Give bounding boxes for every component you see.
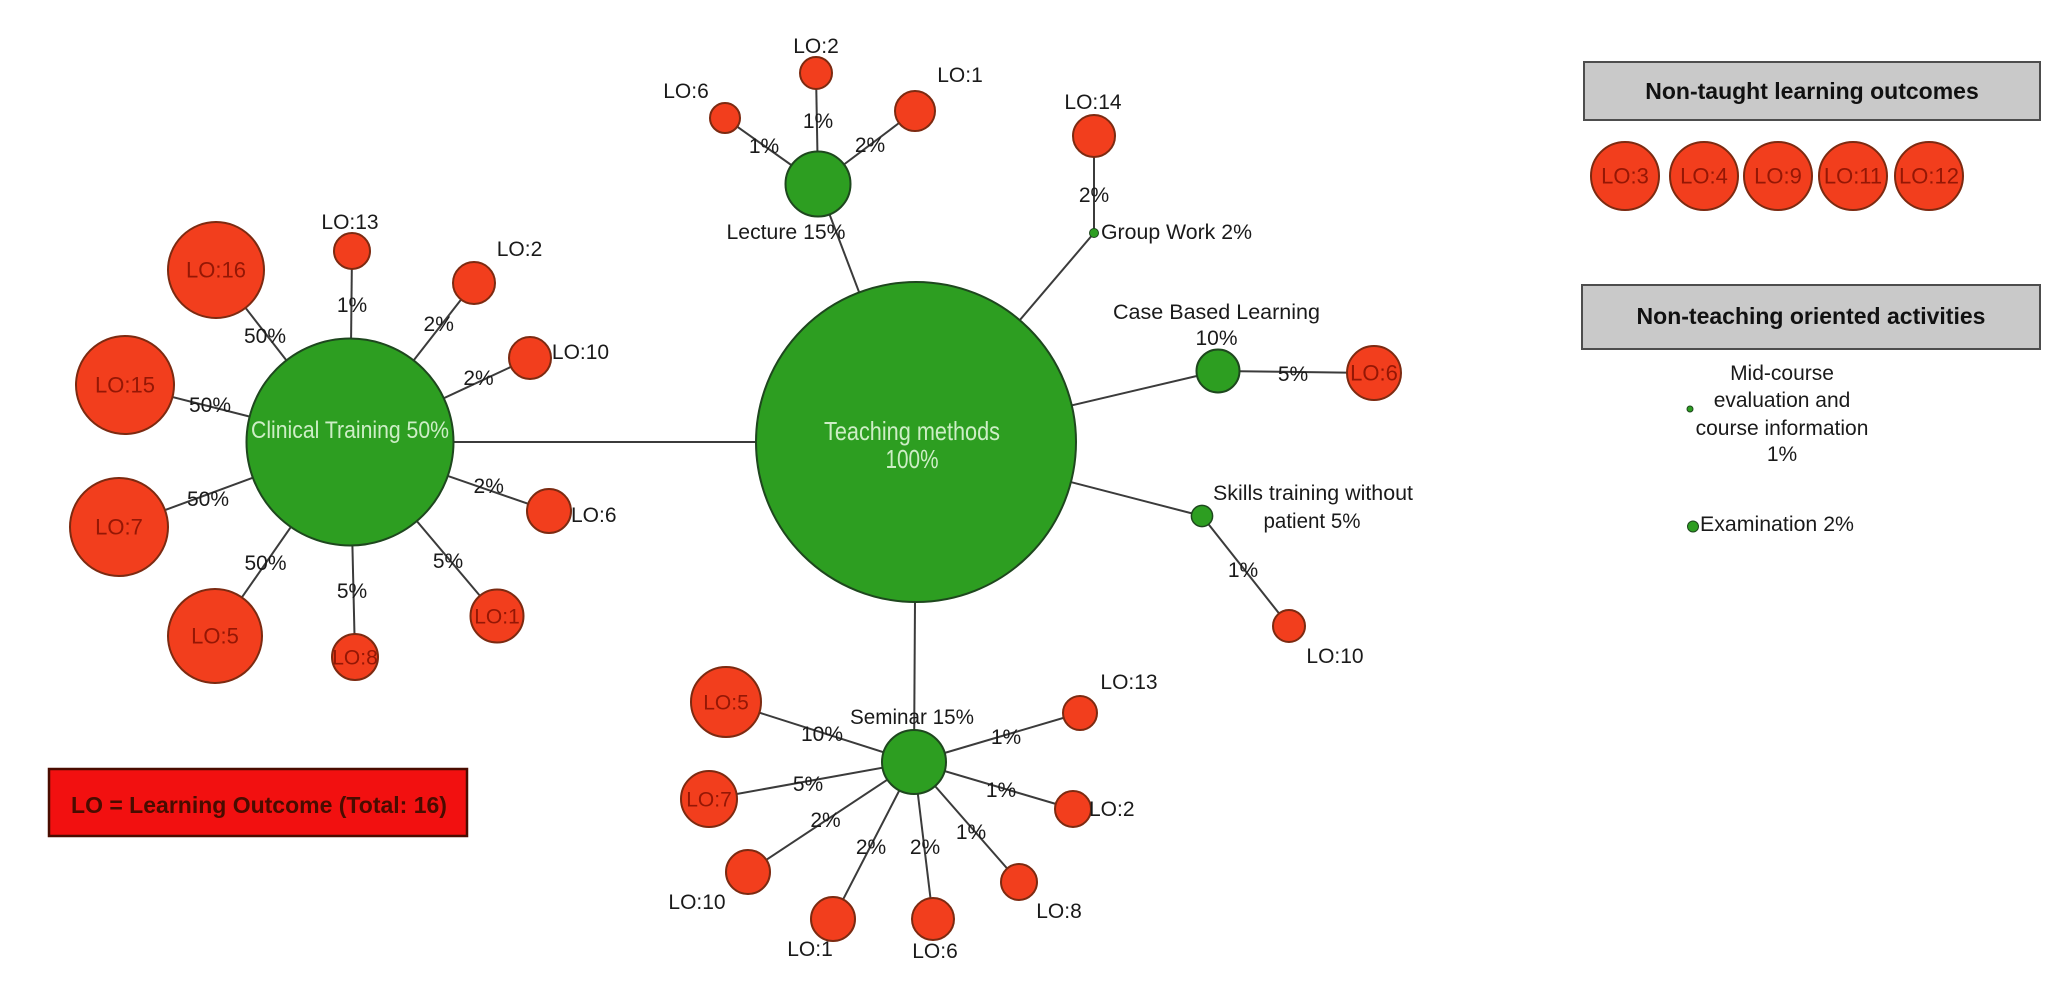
svg-text:2%: 2% [463, 367, 493, 390]
svg-text:LO:5: LO:5 [191, 624, 239, 649]
svg-text:2%: 2% [1079, 184, 1109, 207]
svg-text:evaluation and: evaluation and [1714, 389, 1851, 412]
svg-text:LO = Learning Outcome (Total:: LO = Learning Outcome (Total: 16) [71, 792, 447, 818]
svg-text:LO:6: LO:6 [912, 940, 958, 963]
svg-text:LO:14: LO:14 [1064, 91, 1122, 114]
svg-text:Skills training without: Skills training without [1213, 482, 1413, 505]
svg-text:Examination 2%: Examination 2% [1700, 513, 1854, 536]
svg-text:Clinical Training 50%: Clinical Training 50% [251, 417, 449, 444]
svg-text:LO:7: LO:7 [95, 515, 143, 540]
svg-text:1%: 1% [956, 821, 986, 844]
svg-text:5%: 5% [337, 580, 367, 603]
svg-text:LO:8: LO:8 [1036, 900, 1082, 923]
svg-text:LO:1: LO:1 [937, 64, 983, 87]
svg-text:LO:1: LO:1 [787, 938, 833, 961]
svg-text:1%: 1% [1767, 443, 1797, 466]
svg-text:1%: 1% [803, 110, 833, 133]
svg-text:2%: 2% [856, 836, 886, 859]
svg-text:Mid-course: Mid-course [1730, 362, 1834, 385]
svg-text:1%: 1% [991, 726, 1021, 749]
svg-text:LO:5: LO:5 [703, 692, 749, 715]
svg-text:patient 5%: patient 5% [1264, 510, 1361, 533]
svg-text:LO:7: LO:7 [686, 789, 732, 812]
svg-text:LO:6: LO:6 [663, 80, 709, 103]
svg-text:LO:10: LO:10 [552, 341, 609, 364]
svg-text:2%: 2% [474, 475, 504, 498]
svg-text:50%: 50% [244, 325, 286, 348]
svg-text:2%: 2% [910, 836, 940, 859]
svg-text:LO:10: LO:10 [668, 891, 725, 914]
svg-text:50%: 50% [244, 552, 286, 575]
svg-text:LO:2: LO:2 [497, 238, 543, 261]
svg-text:LO:16: LO:16 [186, 258, 246, 283]
svg-text:10%: 10% [801, 723, 843, 746]
svg-text:1%: 1% [749, 135, 779, 158]
svg-text:1%: 1% [337, 294, 367, 317]
svg-text:LO:13: LO:13 [1100, 671, 1157, 694]
svg-text:course information: course information [1696, 417, 1869, 440]
svg-text:1%: 1% [986, 779, 1016, 802]
svg-text:LO:4: LO:4 [1680, 164, 1728, 189]
svg-text:LO:6: LO:6 [1350, 361, 1398, 386]
svg-text:LO:12: LO:12 [1899, 164, 1959, 189]
svg-text:50%: 50% [187, 488, 229, 511]
svg-text:5%: 5% [793, 773, 823, 796]
svg-text:5%: 5% [1278, 363, 1308, 386]
svg-text:10%: 10% [1195, 327, 1237, 350]
svg-text:1%: 1% [1228, 559, 1258, 582]
svg-text:Seminar 15%: Seminar 15% [850, 706, 974, 729]
svg-text:LO:13: LO:13 [321, 211, 378, 234]
svg-text:LO:11: LO:11 [1824, 164, 1882, 189]
svg-text:50%: 50% [189, 394, 231, 417]
svg-text:LO:15: LO:15 [95, 373, 155, 398]
svg-text:Lecture 15%: Lecture 15% [727, 221, 846, 244]
svg-text:LO:2: LO:2 [1089, 798, 1135, 821]
svg-text:Non-taught learning outcomes: Non-taught learning outcomes [1645, 78, 1979, 104]
svg-text:LO:2: LO:2 [793, 35, 839, 58]
svg-text:Teaching methods: Teaching methods [824, 416, 1000, 446]
svg-text:Case Based Learning: Case Based Learning [1113, 301, 1320, 324]
svg-text:2%: 2% [855, 134, 885, 157]
svg-text:Group Work 2%: Group Work 2% [1101, 221, 1252, 244]
svg-text:LO:1: LO:1 [474, 606, 520, 629]
svg-text:5%: 5% [433, 550, 463, 573]
svg-text:LO:3: LO:3 [1601, 164, 1649, 189]
svg-text:LO:9: LO:9 [1754, 164, 1802, 189]
svg-text:100%: 100% [886, 444, 939, 474]
svg-text:2%: 2% [424, 313, 454, 336]
svg-text:LO:6: LO:6 [571, 504, 617, 527]
svg-text:Non-teaching oriented activiti: Non-teaching oriented activities [1637, 303, 1986, 329]
svg-text:2%: 2% [810, 809, 840, 832]
svg-text:LO:10: LO:10 [1306, 645, 1363, 668]
svg-text:LO:8: LO:8 [332, 647, 378, 670]
